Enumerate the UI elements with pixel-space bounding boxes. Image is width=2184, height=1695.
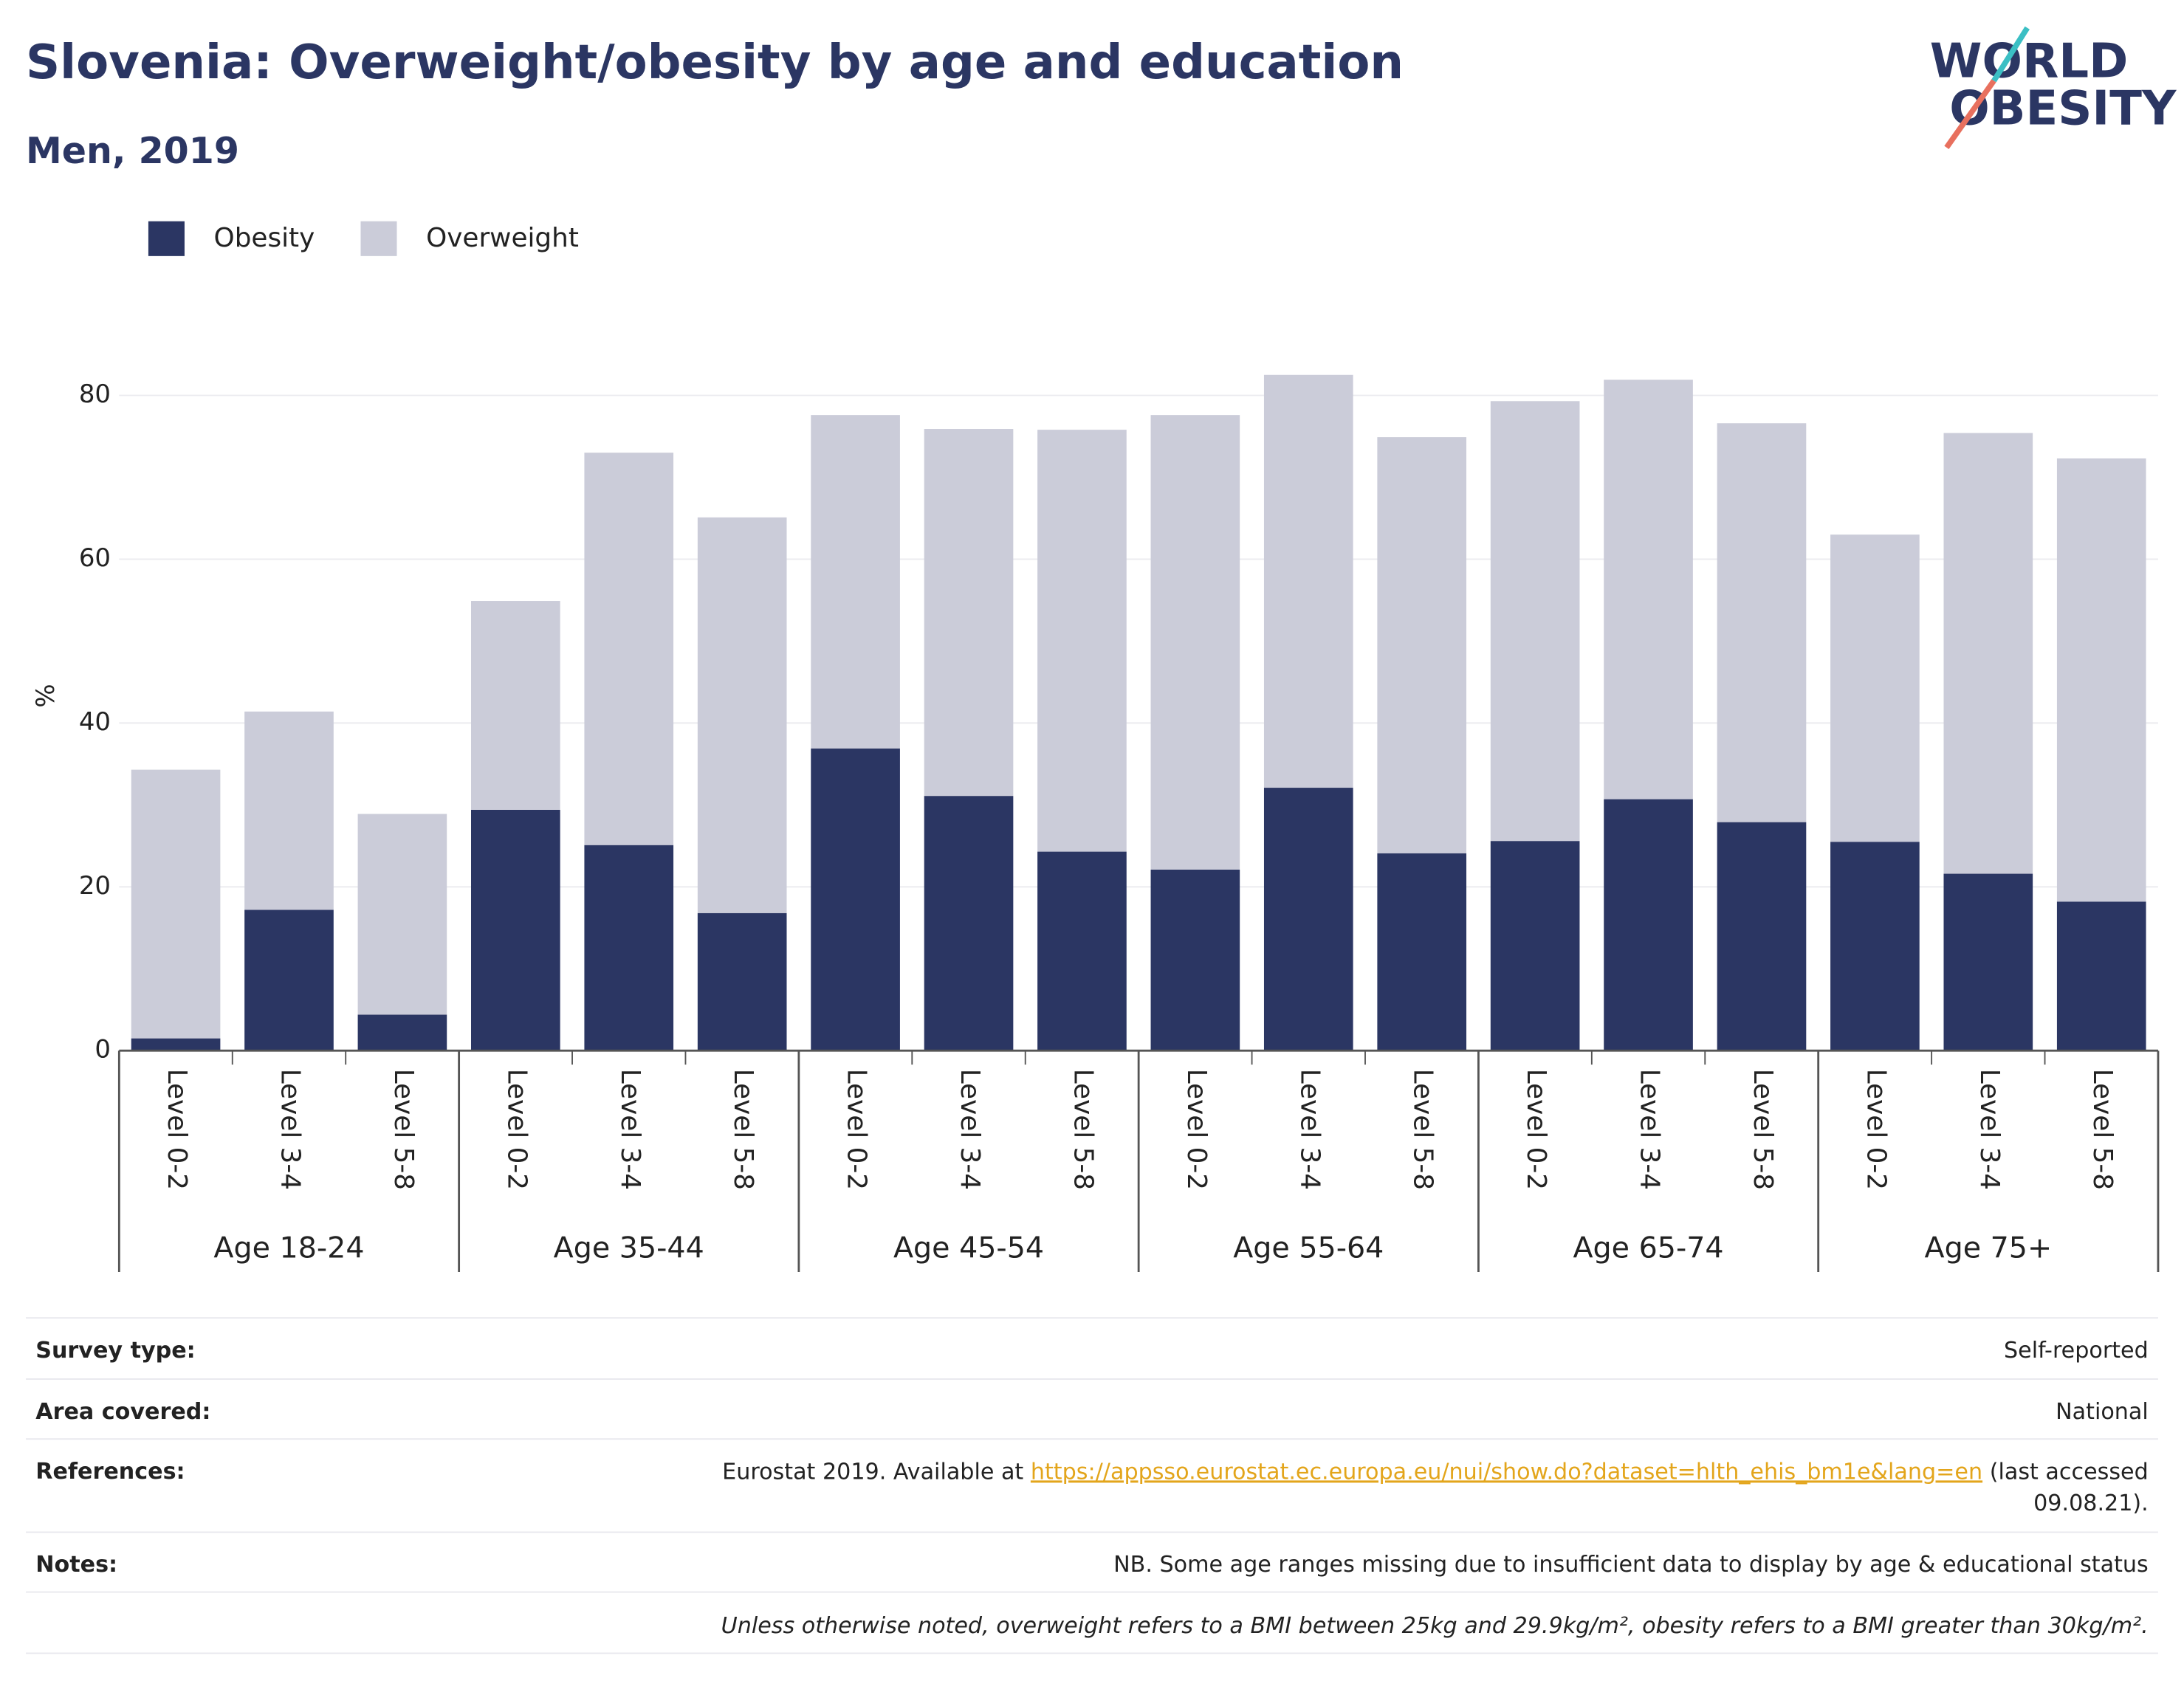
- row-label: Survey type:: [35, 1338, 196, 1364]
- bar-segment: [1377, 853, 1467, 1051]
- bar-segment: [924, 429, 1014, 797]
- bar-segment: [1717, 822, 1807, 1051]
- bar-segment: [357, 814, 447, 1015]
- bar-segment: [1263, 788, 1353, 1051]
- bar-segment: [1490, 841, 1580, 1051]
- bar-segment: [1943, 873, 2033, 1051]
- bar-segment: [1604, 379, 1693, 800]
- x-tick-label: Level 5-8: [1748, 1069, 1778, 1190]
- row-value: 09.08.21).: [2033, 1491, 2149, 1516]
- bar-segment: [131, 1038, 221, 1051]
- row-value: National: [2056, 1399, 2149, 1425]
- bar-segment: [811, 748, 900, 1051]
- x-tick-label: Level 5-8: [1068, 1069, 1098, 1190]
- bar-segment: [1263, 374, 1353, 788]
- ref-text: Eurostat 2019. Available at: [722, 1459, 1023, 1485]
- x-tick-label: Level 5-8: [1408, 1069, 1438, 1190]
- x-tick-label: Level 0-2: [501, 1069, 532, 1190]
- bar-segment: [1037, 430, 1127, 852]
- row-value: Eurostat 2019. Available at https://apps…: [722, 1459, 2149, 1485]
- bar-segment: [697, 912, 787, 1051]
- group-label: Age 45-54: [893, 1231, 1044, 1265]
- x-tick-label: Level 0-2: [1861, 1069, 1891, 1190]
- x-tick-label: Level 5-8: [2087, 1069, 2118, 1190]
- bar-segment: [1830, 842, 1920, 1051]
- x-tick-label: Level 3-4: [615, 1069, 645, 1190]
- y-axis-label: %: [32, 684, 61, 707]
- x-tick-label: Level 0-2: [1521, 1069, 1551, 1190]
- logo-text: WORLD: [1930, 34, 2129, 89]
- chart-title: Slovenia: Overweight/obesity by age and …: [26, 35, 1404, 90]
- group-label: Age 35-44: [554, 1231, 704, 1265]
- group-label: Age 55-64: [1233, 1231, 1384, 1265]
- legend-swatch: [360, 221, 397, 256]
- bar-segment: [1150, 415, 1240, 870]
- x-tick-label: Level 3-4: [1294, 1069, 1325, 1190]
- logo-text: OBESITY: [1949, 81, 2177, 136]
- ref-text: (last accessed: [1990, 1459, 2149, 1485]
- ref-link[interactable]: https://appsso.eurostat.ec.europa.eu/nui…: [1031, 1459, 1982, 1485]
- row-label: References:: [35, 1459, 185, 1485]
- group-label: Age 65-74: [1573, 1231, 1723, 1265]
- row-value: NB. Some age ranges missing due to insuf…: [1113, 1552, 2149, 1578]
- x-tick-label: Level 5-8: [388, 1069, 419, 1190]
- bar-segment: [131, 769, 221, 1039]
- x-tick-label: Level 3-4: [955, 1069, 985, 1190]
- bar-segment: [1150, 869, 1240, 1051]
- bar-segment: [1037, 851, 1127, 1051]
- x-tick-label: Level 3-4: [275, 1069, 305, 1190]
- bar-segment: [244, 711, 334, 910]
- footer: Survey type: Self-reported Area covered:…: [26, 1317, 2158, 1654]
- x-tick-label: Level 0-2: [842, 1069, 872, 1190]
- x-tick-label: Level 3-4: [1974, 1069, 2005, 1190]
- bar-segment: [471, 809, 560, 1051]
- group-label: Age 18-24: [213, 1231, 364, 1265]
- y-tick-label: 0: [95, 1036, 111, 1065]
- definition: Unless otherwise noted, overweight refer…: [721, 1613, 2149, 1639]
- x-tick-label: Level 0-2: [162, 1069, 192, 1190]
- bar-segment: [1717, 423, 1807, 822]
- bar-segment: [2056, 458, 2146, 902]
- logo-slash: [1991, 26, 2030, 83]
- bar-segment: [584, 453, 674, 845]
- y-tick-label: 20: [79, 872, 111, 901]
- y-tick-label: 40: [79, 708, 111, 737]
- bar-segment: [584, 845, 674, 1051]
- row-value: Self-reported: [2004, 1338, 2149, 1364]
- bar-segment: [1943, 433, 2033, 874]
- logo-slash: [1944, 79, 1996, 149]
- legend-swatch: [148, 221, 185, 256]
- y-tick-label: 60: [79, 544, 111, 573]
- x-tick-label: Level 5-8: [728, 1069, 758, 1190]
- bar-segment: [924, 796, 1014, 1051]
- bar-segment: [357, 1014, 447, 1051]
- bar-segment: [471, 601, 560, 810]
- bar-segment: [1830, 534, 1920, 842]
- x-tick-label: Level 0-2: [1181, 1069, 1212, 1190]
- x-tick-label: Level 3-4: [1635, 1069, 1665, 1190]
- row-label: Notes:: [35, 1552, 117, 1578]
- bar-segment: [1377, 437, 1467, 853]
- bar-segment: [244, 910, 334, 1051]
- chart-subtitle: Men, 2019: [26, 130, 239, 172]
- bar-segment: [811, 415, 900, 749]
- row-label: Area covered:: [35, 1399, 210, 1425]
- bar-segment: [1490, 401, 1580, 842]
- y-tick-label: 80: [79, 380, 111, 409]
- bar-segment: [697, 517, 787, 913]
- bar-segment: [2056, 901, 2146, 1051]
- legend-label: Overweight: [426, 223, 579, 253]
- legend-label: Obesity: [214, 223, 315, 253]
- group-label: Age 75+: [1924, 1231, 2052, 1265]
- bar-segment: [1604, 799, 1693, 1051]
